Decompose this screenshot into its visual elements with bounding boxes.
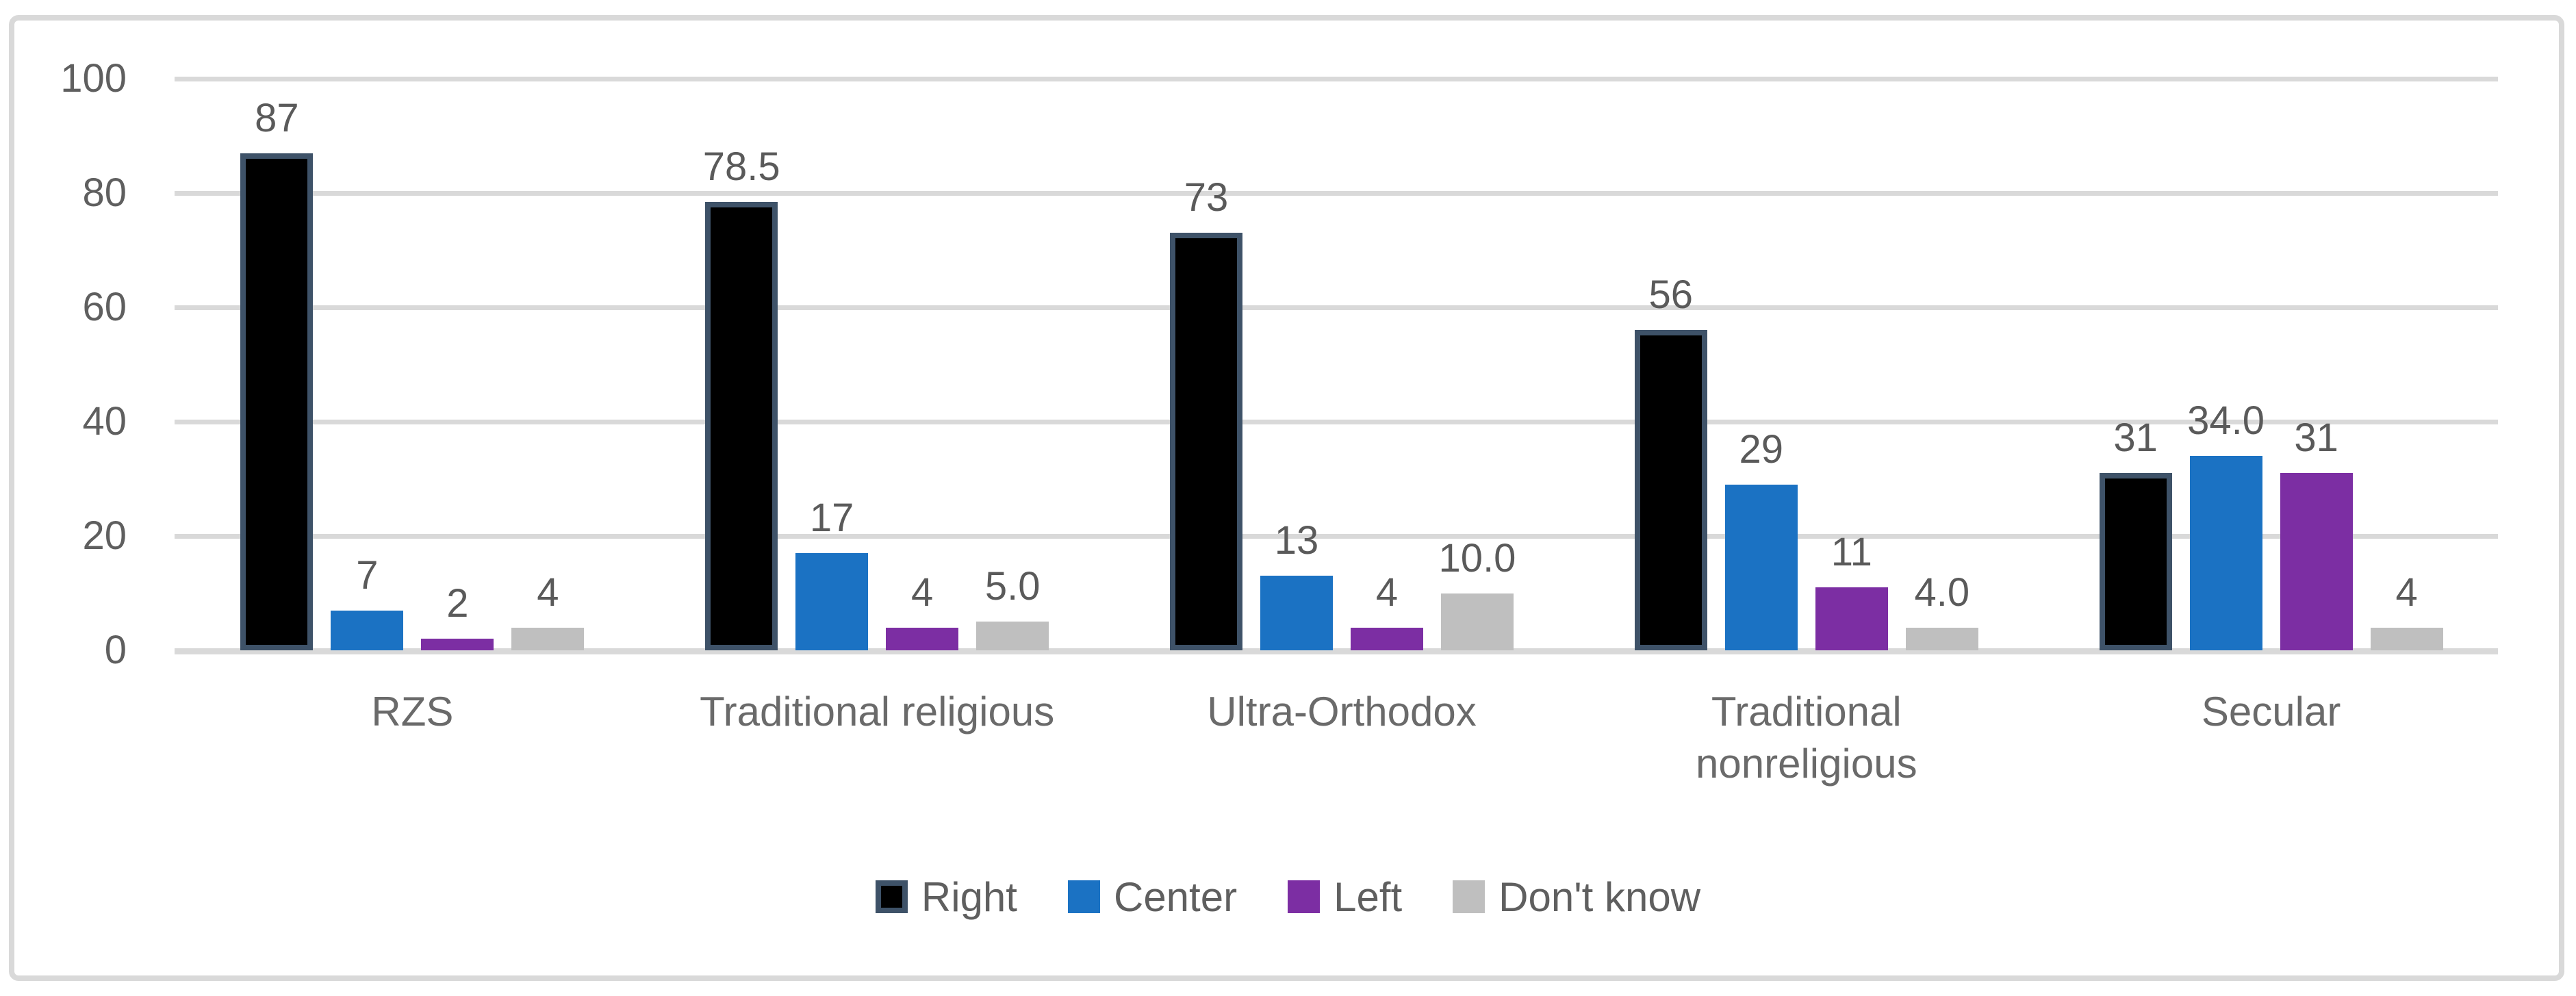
y-tick-label: 80 — [82, 170, 127, 215]
category-label: Ultra-Orthodox — [1207, 689, 1477, 735]
category-label: Secular — [2201, 689, 2341, 735]
chart-frame — [9, 15, 2564, 981]
legend-swatch-icon — [1453, 880, 1485, 913]
bar-value-label: 4.0 — [1914, 570, 1970, 615]
legend-label: Left — [1334, 873, 1403, 920]
bar — [331, 610, 404, 650]
legend-label: Right — [921, 873, 1017, 920]
category-label: Traditional religious — [700, 689, 1055, 735]
gridline — [175, 191, 2498, 196]
legend-item: Center — [1067, 873, 1238, 921]
bar — [2189, 456, 2262, 650]
bar-value-label: 4 — [537, 570, 559, 615]
bar — [1815, 587, 1888, 650]
bar-value-label: 4 — [2395, 570, 2418, 615]
gridline — [175, 305, 2498, 310]
bar-value-label: 31 — [2113, 416, 2158, 461]
bar — [240, 153, 314, 650]
gridline — [175, 534, 2498, 539]
legend-label: Don't know — [1499, 873, 1701, 920]
bar — [511, 627, 585, 650]
bar — [1905, 627, 1978, 650]
bar — [1351, 627, 1423, 650]
bar-value-label: 13 — [1274, 518, 1319, 563]
bar — [1260, 576, 1333, 650]
bar — [1724, 484, 1798, 650]
y-tick-label: 20 — [82, 513, 127, 558]
bar — [976, 622, 1049, 650]
y-tick-label: 60 — [82, 285, 127, 329]
bar-value-label: 34.0 — [2187, 398, 2265, 444]
gridline — [175, 77, 2498, 81]
y-tick-label: 40 — [82, 399, 127, 444]
legend-item: Left — [1288, 873, 1402, 921]
bar — [795, 553, 869, 650]
legend-swatch-icon — [1067, 880, 1100, 913]
bar — [1170, 233, 1242, 650]
y-tick-label: 0 — [104, 628, 127, 672]
legend-swatch-icon — [1288, 880, 1321, 913]
legend-swatch-icon — [875, 880, 908, 913]
bar-value-label: 29 — [1739, 426, 1784, 472]
legend: Right Center Left Don't know — [0, 868, 2576, 925]
bar — [705, 201, 778, 650]
bar — [2099, 473, 2172, 650]
x-axis-line — [175, 648, 2498, 654]
bar-value-label: 4 — [911, 570, 934, 615]
bar — [421, 639, 494, 650]
bar-value-label: 4 — [1375, 570, 1399, 615]
bar — [1634, 330, 1707, 650]
y-tick-label: 100 — [60, 56, 127, 101]
bar — [2280, 473, 2353, 650]
bar — [2370, 627, 2443, 650]
bar-value-label: 31 — [2294, 416, 2338, 461]
bar-value-label: 73 — [1184, 175, 1229, 220]
bar-value-label: 87 — [255, 95, 299, 140]
legend-item: Don't know — [1453, 873, 1700, 921]
bar-value-label: 11 — [1831, 530, 1872, 575]
bar-value-label: 17 — [809, 496, 854, 541]
bar-value-label: 56 — [1648, 272, 1694, 318]
bar-value-label: 7 — [356, 552, 379, 598]
legend-item: Right — [875, 873, 1017, 921]
bar — [1441, 593, 1514, 650]
bar-value-label: 2 — [446, 581, 469, 626]
category-label: RZS — [371, 689, 454, 735]
bar — [886, 627, 959, 650]
legend-label: Center — [1113, 873, 1238, 920]
bar-value-label: 10.0 — [1438, 535, 1516, 580]
gridline — [175, 420, 2498, 424]
category-label: Traditional nonreligious — [1696, 689, 1917, 787]
bar-value-label: 78.5 — [702, 144, 780, 189]
bar-value-label: 5.0 — [984, 564, 1041, 609]
